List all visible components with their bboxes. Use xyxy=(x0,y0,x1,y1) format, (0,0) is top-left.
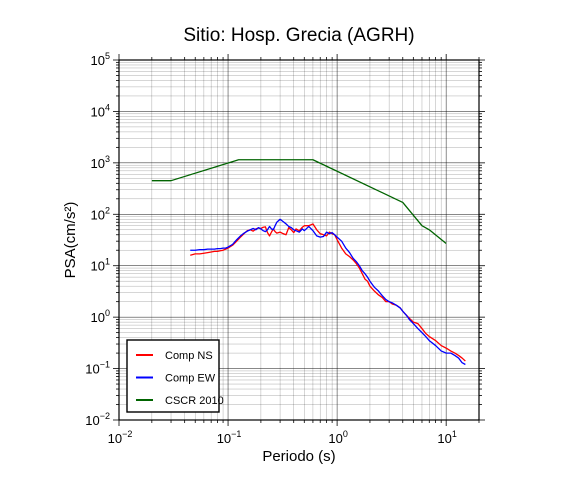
x-tick-label: 10−1 xyxy=(217,429,242,446)
y-tick-label: 10−1 xyxy=(85,360,110,377)
series-line-3 xyxy=(151,159,447,245)
y-tick-label: 102 xyxy=(91,205,110,222)
plot-frame xyxy=(118,59,480,421)
grid-layer xyxy=(118,59,480,421)
y-axis-label: PSA(cm/s²) xyxy=(62,202,79,279)
chart-title: Sitio: Hosp. Grecia (AGRH) xyxy=(183,25,414,46)
x-tick-label: 101 xyxy=(437,429,456,446)
x-axis-label: Periodo (s) xyxy=(262,448,335,465)
tick-layer: 10−2 10−1 100 101 10−2 10−1 100 101 102 103 104 105 xyxy=(85,51,485,446)
x-tick-label: 10−2 xyxy=(108,429,133,446)
legend-label: Comp EW xyxy=(165,373,216,385)
y-tick-label: 101 xyxy=(91,257,110,274)
y-tick-label: 104 xyxy=(91,102,110,119)
legend-label: CSCR 2010 xyxy=(165,395,224,407)
y-tick-label: 105 xyxy=(91,51,110,68)
legend: Comp NS Comp EW CSCR 2010 xyxy=(126,339,224,413)
series-layer xyxy=(151,159,466,366)
y-tick-label: 100 xyxy=(91,308,110,325)
series-line-2 xyxy=(190,218,466,366)
x-tick-label: 100 xyxy=(328,429,347,446)
y-tick-label: 103 xyxy=(91,154,110,171)
legend-label: Comp NS xyxy=(165,350,213,362)
y-tick-label: 10−2 xyxy=(85,411,110,428)
